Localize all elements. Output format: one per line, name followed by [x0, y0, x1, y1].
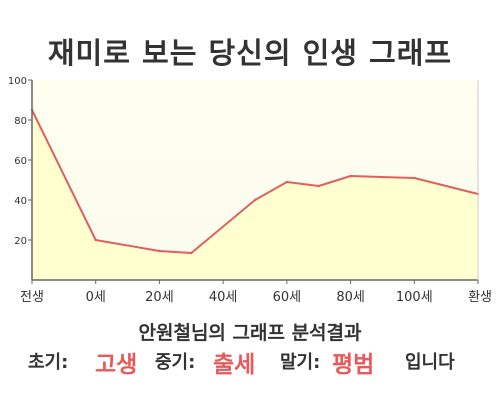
data-point-7: [349, 174, 352, 178]
early-value: 고생: [95, 352, 138, 378]
series-line: [31, 109, 479, 254]
x-tick-label: 환생: [468, 290, 492, 305]
y-tick-label: 40: [14, 196, 27, 207]
result-subtitle: 안원철님의 그래프 분석결과: [138, 322, 362, 344]
mid-value: 출세: [213, 352, 256, 378]
late-value: 평범: [332, 352, 375, 378]
area-fill: [32, 110, 478, 280]
late-label: 말기:: [280, 352, 321, 373]
x-tick-label: 80세: [336, 290, 365, 305]
mid-label: 중기:: [155, 352, 196, 373]
data-point-5: [285, 180, 289, 184]
x-tick-label: 100세: [396, 290, 433, 305]
data-point-8: [413, 176, 416, 180]
x-tick-label: 60세: [273, 290, 302, 305]
data-point-2: [158, 249, 161, 253]
y-tick-label: 60: [14, 156, 27, 167]
early-label: 초기:: [28, 352, 69, 373]
x-tick-label: 40세: [209, 290, 238, 305]
data-point-1: [94, 238, 97, 242]
x-tick-label: 전생: [20, 290, 44, 305]
chart-title: 재미로 보는 당신의 인생 그래프: [47, 36, 453, 70]
ending-text: 입니다: [405, 352, 455, 373]
x-tick-label: 0세: [86, 290, 106, 305]
y-tick-label: 20: [14, 236, 27, 247]
y-tick-label: 80: [14, 116, 27, 127]
data-point-4: [253, 198, 257, 202]
x-tick-label: 20세: [145, 290, 174, 305]
y-tick-label: 100: [8, 76, 27, 87]
data-point-6: [317, 184, 320, 188]
data-point-3: [190, 251, 193, 255]
